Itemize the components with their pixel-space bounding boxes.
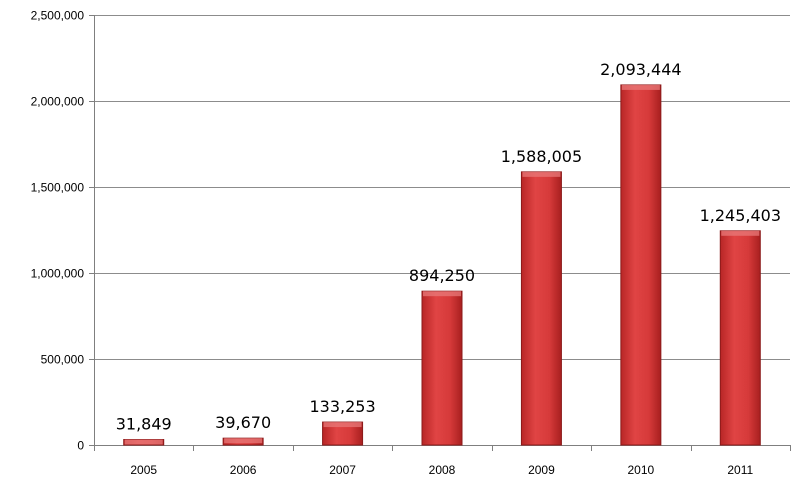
data-label: 133,253 <box>309 397 375 416</box>
axes <box>89 15 791 451</box>
bar-highlight-2005 <box>124 439 163 445</box>
data-label: 39,670 <box>215 413 271 432</box>
y-tick-label: 500,000 <box>41 353 85 367</box>
x-tick-label: 2010 <box>628 463 655 477</box>
bar-highlight-2007 <box>323 422 362 428</box>
x-tick-label: 2005 <box>130 463 157 477</box>
bar-highlight-2011 <box>721 230 760 236</box>
bar-highlight-2009 <box>522 171 561 177</box>
bar-2009 <box>520 171 562 446</box>
bar-highlight-2010 <box>621 84 660 90</box>
y-tick-label: 1,000,000 <box>31 267 85 281</box>
bar-highlight-2008 <box>423 291 461 297</box>
x-tick-label: 2009 <box>528 463 555 477</box>
x-axis-tick-labels: 2005 2006 2007 2008 2009 2010 2011 <box>130 463 753 477</box>
x-tick-label: 2006 <box>230 463 257 477</box>
bar-2011 <box>719 230 761 446</box>
x-tick-label: 2011 <box>727 463 753 477</box>
y-tick-label: 2,500,000 <box>31 9 85 23</box>
data-label: 1,588,005 <box>501 147 582 166</box>
bar-2008 <box>421 290 463 446</box>
x-tick-label: 2008 <box>429 463 456 477</box>
data-label: 2,093,444 <box>600 60 681 79</box>
y-axis-tick-labels: 0 500,000 1,000,000 1,500,000 2,000,000 2,500… <box>31 9 85 453</box>
bar-highlight-2006 <box>224 438 263 444</box>
bars <box>123 84 761 446</box>
y-tick-label: 0 <box>77 439 84 453</box>
bar-2010 <box>620 84 662 446</box>
y-tick-label: 1,500,000 <box>31 181 85 195</box>
data-label: 31,849 <box>116 415 172 434</box>
data-label: 1,245,403 <box>700 206 781 225</box>
data-labels: 31,849 39,670 133,253 894,250 1,588,005 2,093… <box>116 60 781 434</box>
gridlines <box>94 15 790 360</box>
x-tick-label: 2007 <box>329 463 356 477</box>
data-label: 894,250 <box>409 266 475 285</box>
y-tick-label: 2,000,000 <box>31 95 85 109</box>
